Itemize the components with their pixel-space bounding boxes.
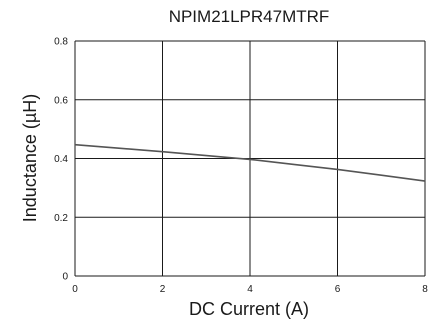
chart-title: NPIM21LPR47MTRF — [169, 7, 330, 26]
x-tick-label: 6 — [335, 284, 341, 295]
y-tick-label: 0.6 — [54, 95, 68, 106]
series-layer — [74, 143, 426, 182]
y-tick-label: 0.8 — [54, 37, 68, 48]
y-tick-label: 0.4 — [54, 154, 68, 165]
y-tick-label: 0.2 — [54, 213, 68, 224]
y-axis-label: Inductance (µH) — [20, 94, 40, 222]
x-tick-label: 0 — [72, 284, 78, 295]
x-tick-label: 8 — [422, 284, 428, 295]
tick-labels: 0 2 4 6 8 0 0.2 0.4 0.6 0.8 — [54, 37, 428, 296]
inductance-series-line — [74, 143, 426, 182]
x-tick-label: 4 — [247, 284, 253, 295]
grid-lines — [74, 40, 426, 277]
x-axis-label: DC Current (A) — [189, 299, 309, 319]
x-tick-label: 2 — [160, 284, 166, 295]
y-tick-label: 0 — [62, 272, 68, 283]
